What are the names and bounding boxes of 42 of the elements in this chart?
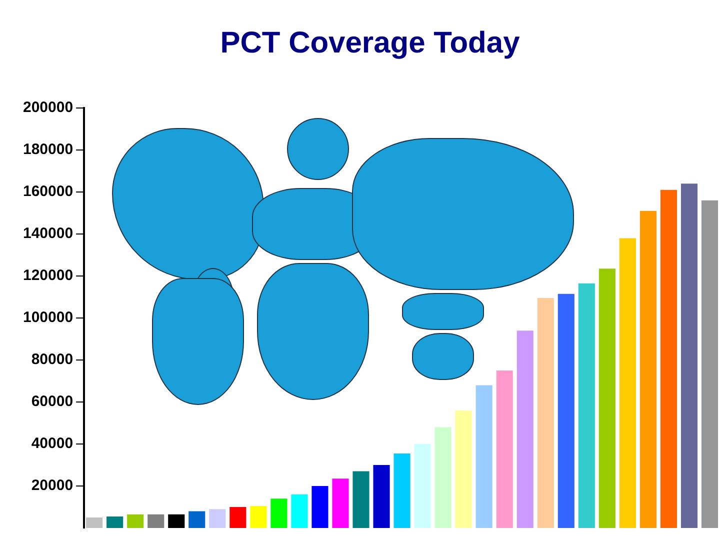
bar <box>291 494 308 528</box>
bar <box>476 385 492 528</box>
bar <box>578 283 595 528</box>
bar <box>496 370 513 528</box>
y-tick-label: 100000 <box>22 309 74 326</box>
y-tick-label: 60000 <box>31 393 74 410</box>
bar <box>332 478 349 528</box>
bar <box>434 427 452 528</box>
bar <box>516 330 534 528</box>
bar <box>188 511 206 528</box>
y-tick-label: 140000 <box>22 225 74 242</box>
bar <box>701 200 718 528</box>
bar <box>660 190 677 528</box>
y-tick-label: 80000 <box>31 351 74 368</box>
bar <box>168 514 185 528</box>
y-tick-label: 20000 <box>31 477 74 494</box>
y-tick-label: 200000 <box>22 99 74 116</box>
bar <box>537 298 554 528</box>
bar <box>680 184 698 528</box>
y-tick-label: 120000 <box>22 267 74 284</box>
bar <box>558 294 574 528</box>
bar <box>373 465 390 528</box>
bar <box>209 509 226 528</box>
bar <box>598 268 616 528</box>
bar <box>312 486 328 528</box>
bar <box>127 514 144 528</box>
bar <box>148 514 164 528</box>
bar <box>394 453 410 528</box>
bar <box>414 444 431 528</box>
y-tick-label: 40000 <box>31 435 74 452</box>
bar <box>86 518 103 528</box>
bar <box>640 210 656 528</box>
y-tick-label: 180000 <box>22 141 74 158</box>
bar <box>455 410 472 528</box>
bar <box>270 498 288 528</box>
chart-title: PCT Coverage Today <box>220 26 520 60</box>
y-tick-label: 160000 <box>22 183 74 200</box>
bar <box>619 238 636 528</box>
bar <box>352 471 370 528</box>
bar <box>106 516 124 528</box>
bar <box>250 506 267 528</box>
bar <box>230 507 246 528</box>
